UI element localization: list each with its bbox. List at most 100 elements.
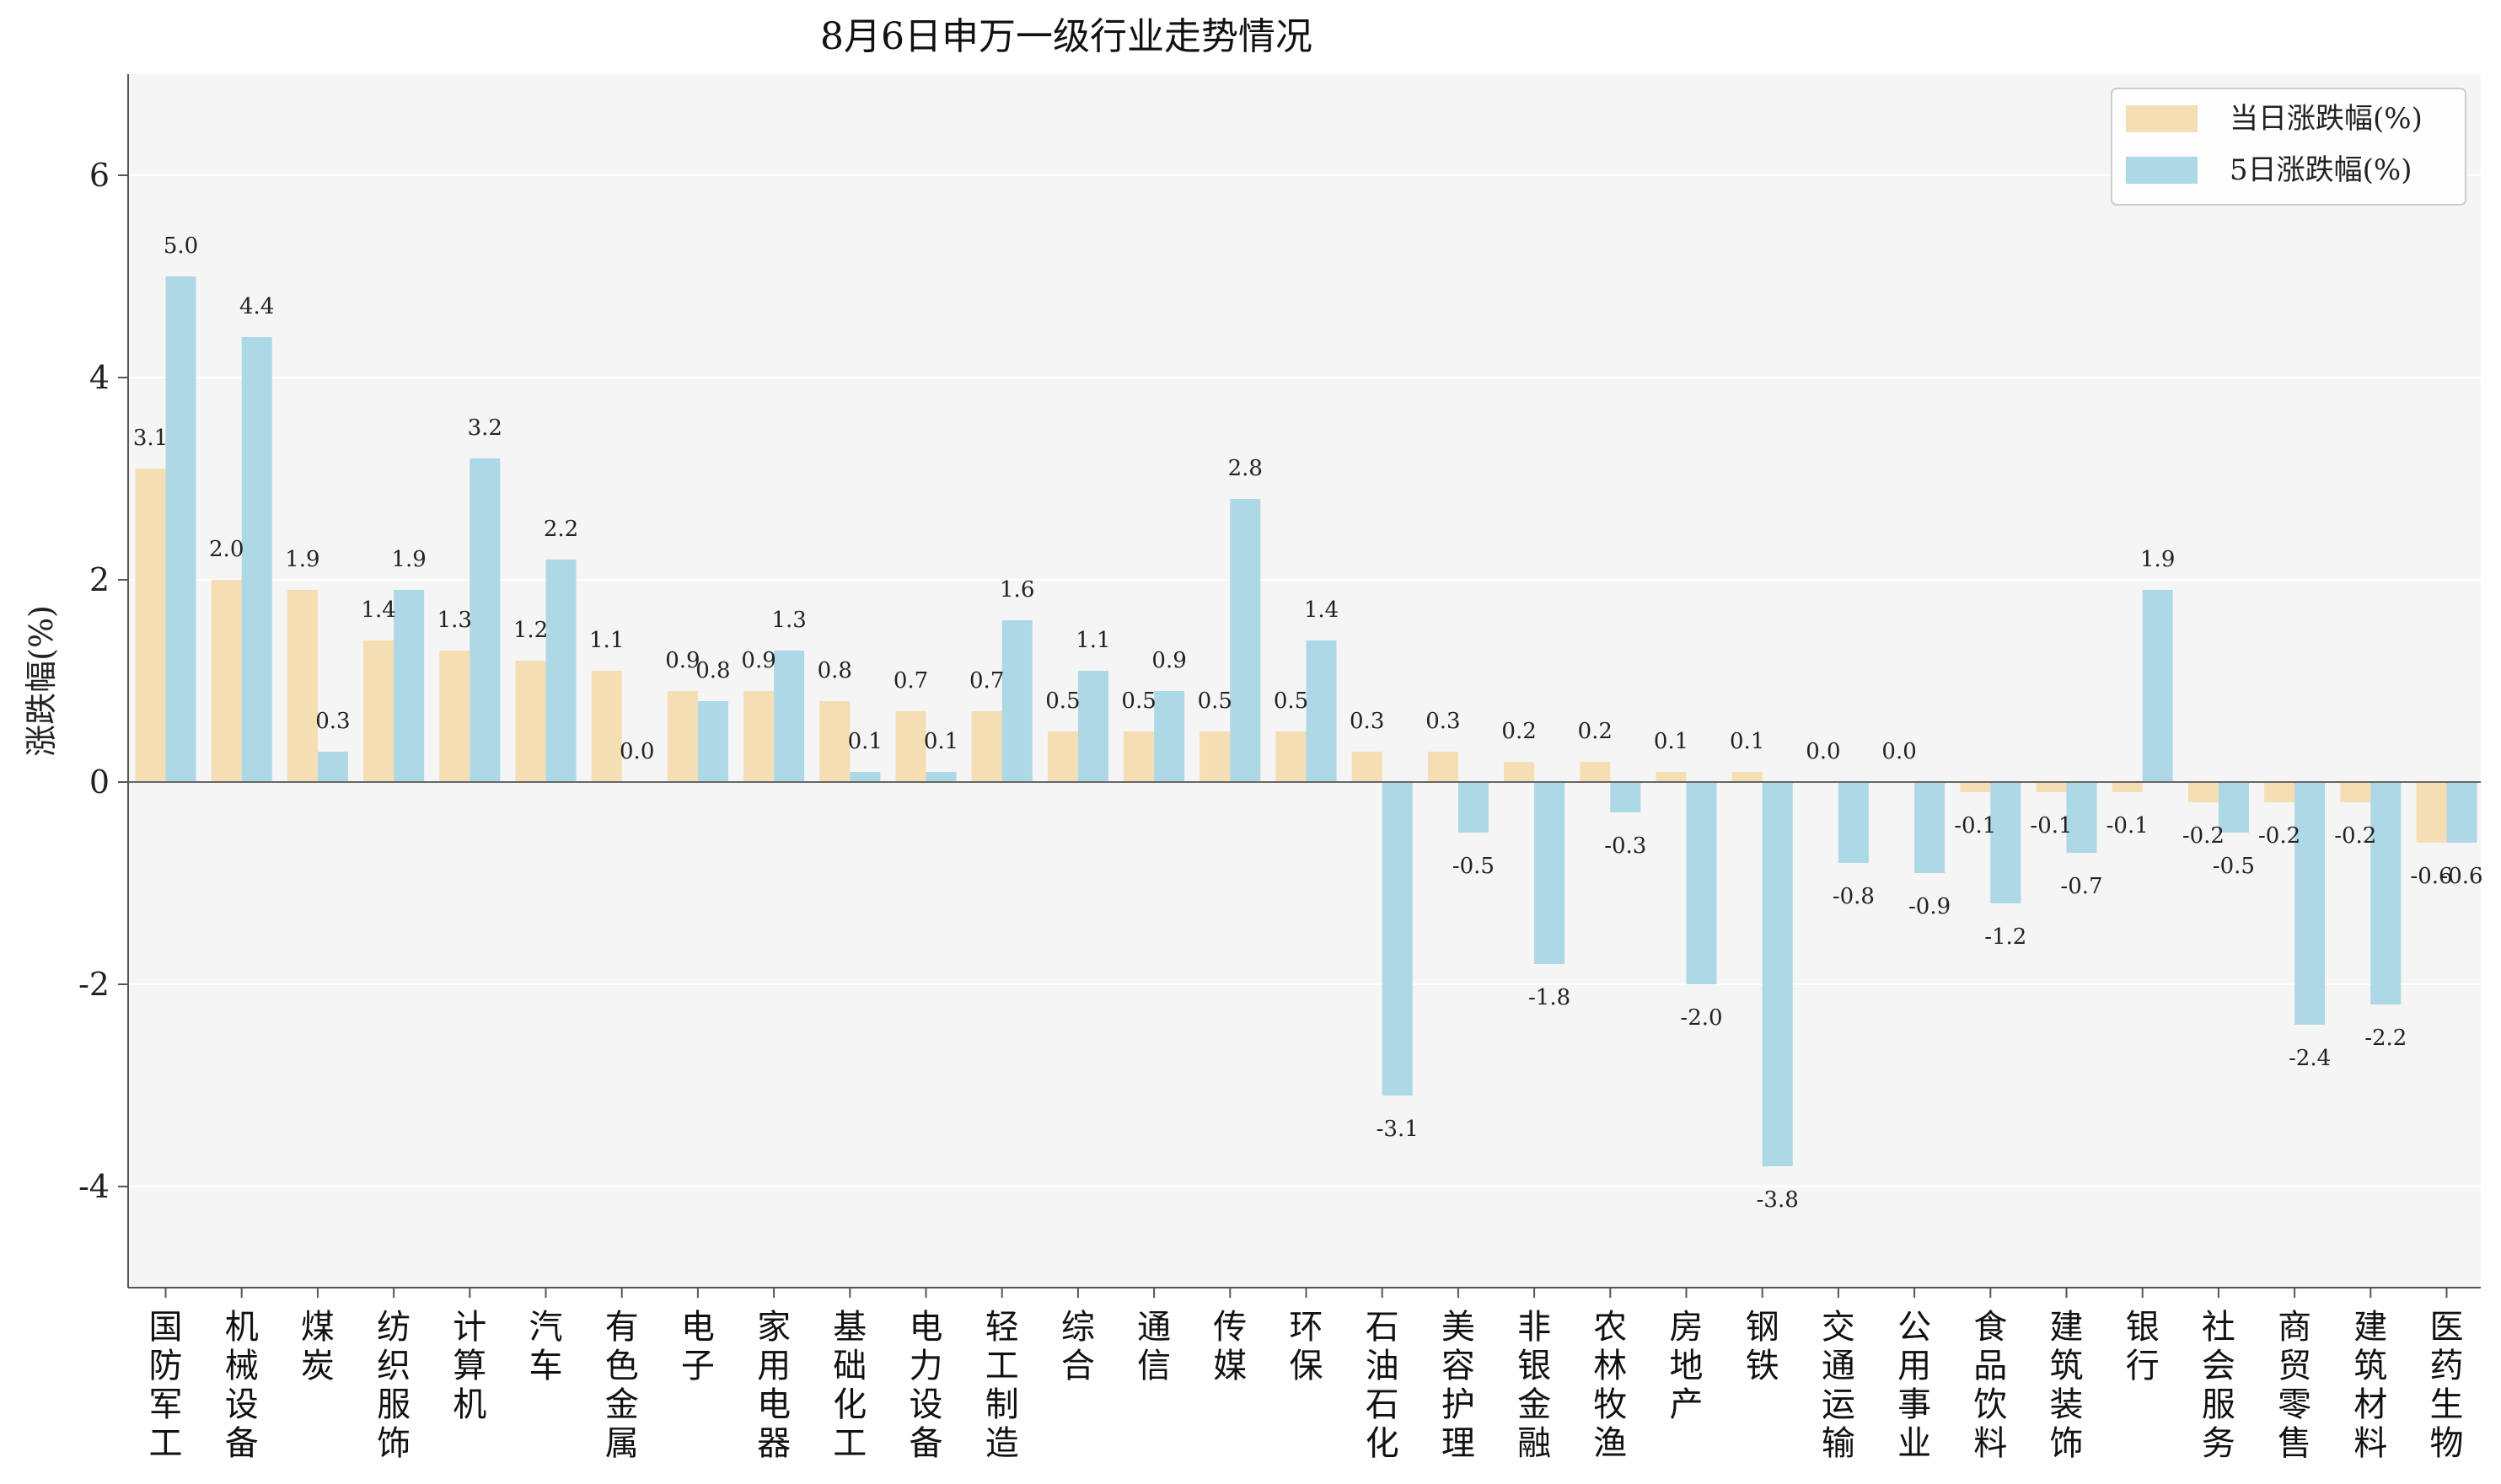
data-label: -0.1 — [2107, 813, 2149, 838]
bar-daily — [895, 711, 926, 782]
data-label: 0.0 — [620, 739, 654, 764]
data-label: 0.9 — [665, 648, 700, 673]
data-label: 0.1 — [1654, 729, 1688, 754]
legend-swatch-5day — [2126, 157, 2198, 184]
data-label: -0.1 — [2030, 813, 2072, 838]
data-label: 2.0 — [209, 537, 244, 562]
bar-5day — [317, 752, 348, 782]
bar-5day — [1457, 782, 1489, 833]
x-tick-label: 有色金属 — [605, 1308, 639, 1463]
bar-5day — [774, 651, 805, 782]
bar-5day — [1154, 691, 1185, 782]
legend-swatch-daily — [2126, 105, 2198, 132]
data-label: 0.1 — [924, 729, 958, 754]
data-label: 1.3 — [771, 608, 806, 633]
data-label: -0.6 — [2440, 864, 2482, 889]
bar-daily — [591, 671, 622, 782]
data-label: 1.4 — [1304, 597, 1339, 623]
bar-5day — [2066, 782, 2097, 853]
x-tick-label: 社会服务 — [2202, 1308, 2235, 1463]
data-label: 1.9 — [2140, 547, 2175, 572]
x-tick-label: 非银金融 — [1517, 1308, 1551, 1463]
x-tick-label: 房地产 — [1670, 1308, 1704, 1424]
data-label: -0.9 — [1908, 894, 1951, 919]
bar-daily — [1124, 731, 1155, 782]
data-label: 1.9 — [391, 547, 426, 572]
x-tick-label: 传媒 — [1213, 1308, 1247, 1385]
x-tick-label: 综合 — [1061, 1308, 1095, 1385]
bar-daily — [1580, 762, 1611, 782]
data-label: -1.2 — [1984, 924, 2026, 950]
data-label: 0.5 — [1121, 688, 1156, 714]
bar-daily — [667, 691, 698, 782]
bar-5day — [1914, 782, 1946, 873]
data-label: 0.1 — [1730, 729, 1764, 754]
data-label: 2.8 — [1228, 456, 1263, 481]
bar-daily — [1351, 752, 1382, 782]
x-tick-label: 建筑装饰 — [2050, 1308, 2084, 1463]
y-tick-label: 4 — [89, 359, 110, 396]
data-label: -0.6 — [2410, 864, 2452, 889]
data-label: 0.8 — [695, 658, 730, 683]
bar-5day — [1001, 620, 1033, 782]
bar-daily — [515, 661, 546, 782]
data-label: -0.7 — [2060, 874, 2102, 899]
data-label: 0.3 — [1350, 709, 1384, 734]
x-tick-label: 交通运输 — [1822, 1308, 1855, 1463]
bar-5day — [1306, 640, 1337, 782]
data-label: -0.1 — [1954, 813, 1996, 838]
x-tick-label: 纺织服饰 — [377, 1308, 411, 1463]
bar-5day — [165, 276, 196, 782]
data-label: -1.8 — [1528, 985, 1570, 1010]
bar-daily — [1504, 762, 1535, 782]
x-tick-label: 美容护理 — [1441, 1308, 1475, 1463]
bar-daily — [1960, 782, 1991, 792]
data-label: -0.2 — [2334, 823, 2376, 849]
bar-daily — [1200, 731, 1231, 782]
bar-5day — [1230, 499, 1261, 782]
data-label: 0.0 — [1881, 739, 1916, 764]
bar-daily — [2340, 782, 2371, 802]
data-label: -0.5 — [2213, 854, 2255, 879]
data-label: 0.7 — [894, 668, 928, 694]
data-label: 1.1 — [589, 628, 624, 653]
bar-5day — [2294, 782, 2326, 1025]
x-tick-label: 国防军工 — [149, 1308, 183, 1463]
data-label: 3.2 — [468, 415, 502, 441]
bar-5day — [1382, 782, 1413, 1096]
data-label: 0.9 — [1151, 648, 1186, 673]
data-label: 0.8 — [818, 658, 852, 683]
data-label: 1.6 — [1000, 577, 1034, 603]
x-tick-label: 食品饮料 — [1973, 1308, 2007, 1463]
x-tick-label: 煤炭 — [301, 1308, 335, 1385]
data-label: 4.4 — [239, 294, 274, 319]
x-tick-label: 建筑材料 — [2353, 1308, 2387, 1463]
bar-daily — [135, 469, 166, 782]
y-axis-label: 涨跌幅(%) — [23, 605, 60, 757]
data-label: 0.3 — [315, 709, 350, 734]
legend-box — [2111, 88, 2466, 206]
bar-daily — [287, 590, 318, 782]
bar-5day — [470, 458, 501, 782]
data-label: 0.1 — [848, 729, 883, 754]
bar-5day — [2446, 782, 2477, 843]
bar-daily — [1731, 772, 1763, 782]
data-label: 0.5 — [1045, 688, 1080, 714]
legend-label-daily: 当日涨跌幅(%) — [2230, 102, 2423, 136]
data-label: 0.2 — [1578, 719, 1613, 744]
x-tick-label: 机械设备 — [225, 1308, 259, 1463]
x-tick-label: 通信 — [1137, 1308, 1171, 1385]
data-label: 0.9 — [741, 648, 776, 673]
bar-daily — [363, 640, 394, 782]
legend: 当日涨跌幅(%) 5日涨跌幅(%) — [2111, 88, 2466, 206]
data-label: 0.0 — [1806, 739, 1840, 764]
data-label: 1.3 — [437, 608, 472, 633]
bar-5day — [394, 590, 425, 782]
x-tick-label: 基础化工 — [833, 1308, 867, 1463]
data-label: -0.2 — [2258, 823, 2300, 849]
bar-5day — [2370, 782, 2402, 1005]
y-tick-label: 0 — [89, 763, 110, 801]
bar-5day — [2218, 782, 2249, 833]
x-tick-label: 石油石化 — [1366, 1308, 1399, 1463]
